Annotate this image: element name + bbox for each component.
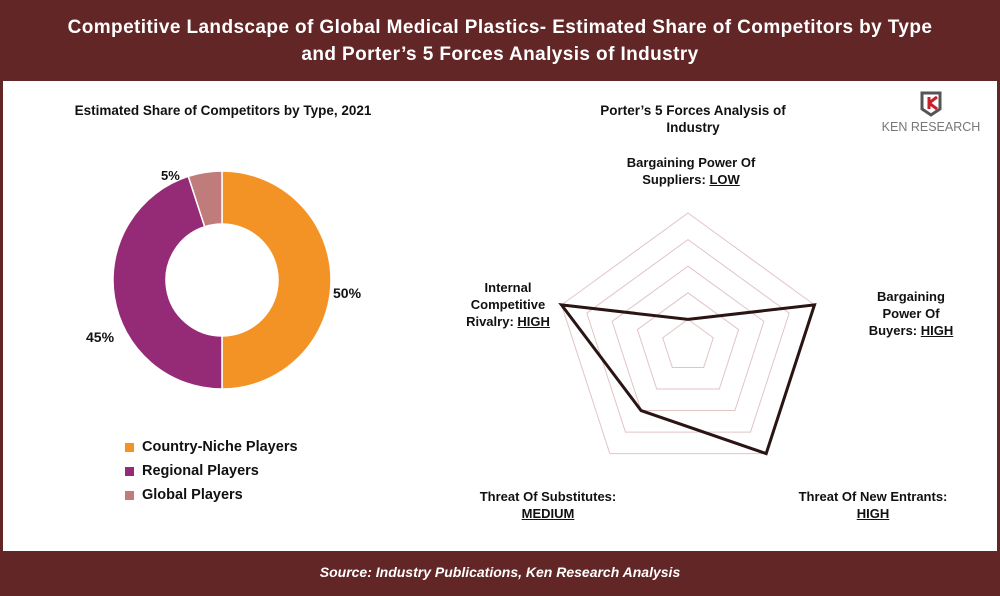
label-global: 5% — [161, 168, 180, 183]
legend-swatch — [125, 466, 134, 476]
donut-slice-2 — [187, 170, 223, 228]
logo-mark-icon — [920, 91, 942, 117]
legend-item: Regional Players — [125, 459, 298, 483]
chart-canvas — [112, 170, 817, 456]
donut-title: Estimated Share of Competitors by Type, … — [74, 103, 372, 118]
donut-legend: Country-Niche Players Regional Players G… — [125, 435, 298, 507]
logo-text: KEN RESEARCH — [881, 120, 981, 134]
radar-title: Porter’s 5 Forces Analysis of Industry — [600, 103, 786, 135]
title-line-1: Competitive Landscape of Global Medical … — [67, 17, 933, 38]
legend-item: Country-Niche Players — [125, 435, 298, 459]
header: Competitive Landscape of Global Medical … — [3, 3, 997, 81]
legend-item: Global Players — [125, 483, 298, 507]
label-country-niche: 50% — [333, 285, 362, 301]
donut-slice-1 — [112, 175, 223, 390]
radar-grid-ring — [636, 292, 740, 390]
legend-swatch — [125, 490, 134, 500]
footer-source: Source: Industry Publications, Ken Resea… — [3, 551, 997, 593]
radar-grid-ring — [586, 238, 790, 433]
radar-grid-ring — [560, 212, 816, 455]
label-regional: 45% — [86, 329, 115, 345]
axis-label-rivalry: Internal Competitive Rivalry: HIGH — [466, 280, 550, 329]
legend-swatch — [125, 442, 134, 452]
legend-label: Global Players — [142, 487, 243, 503]
ken-research-logo: KEN RESEARCH — [869, 91, 993, 134]
legend-label: Country-Niche Players — [142, 439, 298, 455]
title-line-2: and Porter’s 5 Forces Analysis of Indust… — [301, 44, 699, 65]
axis-label-suppliers: Bargaining Power Of Suppliers: LOW — [626, 155, 756, 187]
axis-label-buyers: Bargaining Power Of Buyers: HIGH — [868, 289, 954, 338]
radar-grid-ring — [662, 318, 714, 369]
axis-label-substitutes: Threat Of Substitutes: MEDIUM — [479, 489, 617, 521]
axis-label-new-entrants: Threat Of New Entrants: HIGH — [798, 489, 948, 521]
donut-slice-0 — [221, 170, 332, 390]
radar-series-line — [558, 303, 817, 456]
legend-label: Regional Players — [142, 463, 259, 479]
